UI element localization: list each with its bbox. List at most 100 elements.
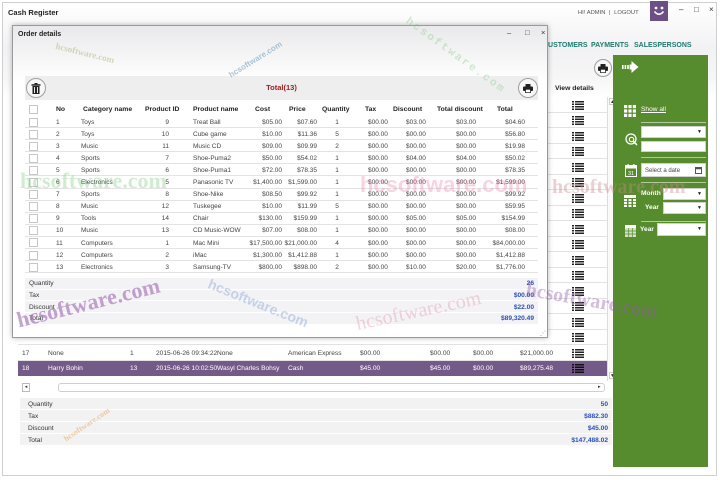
total-discount: $00.00: [456, 191, 476, 199]
col-total-discount[interactable]: Total discount: [437, 105, 483, 113]
nav-customers[interactable]: CUSTOMERS: [543, 42, 588, 49]
window-close-button[interactable]: ×: [709, 5, 714, 14]
row-checkbox[interactable]: [29, 141, 38, 151]
order-line-row[interactable]: 7 Sports 8 Shoe-Nike $08.50 $99.92 1 $00…: [25, 189, 538, 201]
col-product-id[interactable]: Product ID: [145, 105, 180, 113]
list-icon[interactable]: [572, 147, 584, 158]
order-line-row[interactable]: 12 Computers 2 iMac $1,300.00 $1,412.88 …: [25, 249, 538, 262]
quantity: 1: [335, 179, 339, 187]
col-total[interactable]: Total: [497, 105, 513, 113]
order-line-row[interactable]: 8 Music 12 Tuskegee $10.00 $11.99 5 $00.…: [25, 201, 538, 213]
logout-link[interactable]: LOGOUT: [614, 10, 639, 16]
order-line-row[interactable]: 10 Music 13 CD Music-WOW $07.00 $08.00 1…: [25, 225, 538, 237]
list-icon[interactable]: [572, 364, 584, 375]
col-category[interactable]: Category name: [83, 105, 133, 113]
order-line-row[interactable]: 2 Toys 10 Cube game $10.00 $11.36 5 $00.…: [25, 128, 538, 141]
select-all-checkbox[interactable]: [29, 104, 38, 114]
list-icon[interactable]: [572, 209, 584, 220]
row-checkbox[interactable]: [29, 202, 38, 212]
row-checkbox[interactable]: [29, 153, 38, 163]
row-checkbox[interactable]: [29, 165, 38, 175]
order-line-row[interactable]: 1 Toys 9 Treat Ball $05.00 $07.60 1 $00.…: [25, 116, 538, 129]
list-icon[interactable]: [572, 302, 584, 313]
col-quantity[interactable]: Quantity: [322, 105, 350, 113]
line-total: $1,599.00: [496, 179, 525, 187]
row-checkbox[interactable]: [29, 214, 38, 224]
list-icon[interactable]: [572, 162, 584, 174]
year-select-2[interactable]: ▼: [657, 223, 706, 236]
arrow-right-icon[interactable]: [622, 60, 639, 78]
delete-button[interactable]: [26, 78, 46, 98]
order-line-row[interactable]: 13 Electronics 3 Samsung-TV $800.00 $898…: [25, 261, 538, 274]
filter-field-select[interactable]: ▼: [641, 126, 706, 138]
scroll-right-button[interactable]: ▸: [598, 384, 601, 390]
list-icon[interactable]: [572, 240, 584, 251]
summary-label: Total: [28, 436, 42, 444]
dialog-minimize-button[interactable]: –: [507, 28, 512, 37]
product-id: 2: [165, 251, 169, 259]
list-icon[interactable]: [572, 286, 584, 298]
list-icon[interactable]: [572, 116, 584, 127]
list-icon[interactable]: [572, 178, 584, 189]
row-checkbox[interactable]: [29, 238, 38, 248]
order-line-row[interactable]: 4 Sports 7 Shoe-Puma2 $50.00 $54.02 1 $0…: [25, 152, 538, 165]
row-checkbox[interactable]: [29, 117, 38, 127]
line-total: $154.99: [501, 215, 526, 223]
col-no[interactable]: No: [56, 105, 66, 113]
list-icon[interactable]: [572, 317, 584, 329]
order-line-row[interactable]: 9 Tools 14 Chair $130.00 $159.99 1 $00.0…: [25, 213, 538, 225]
print-button[interactable]: [594, 59, 612, 77]
filter-text-input[interactable]: [641, 141, 706, 152]
line-total: $59.95: [505, 203, 525, 211]
horizontal-scrollbar[interactable]: ◂ ▸: [18, 383, 607, 393]
nav-payments[interactable]: PAYMENTS: [591, 42, 629, 49]
date-picker-input[interactable]: Select a date: [641, 163, 706, 177]
dialog-maximize-button[interactable]: □: [525, 28, 530, 37]
order-line-row[interactable]: 5 Sports 6 Shoe-Puma1 $72.00 $78.35 1 $0…: [25, 164, 538, 177]
list-icon[interactable]: [572, 224, 584, 236]
col-discount[interactable]: Discount: [393, 105, 423, 113]
table-row[interactable]: 17 None 1 2015-06-26 09:34:22 None Ameri…: [18, 345, 607, 361]
scroll-left-button[interactable]: ◂: [22, 383, 30, 392]
line-no: 7: [56, 191, 60, 199]
dialog-close-button[interactable]: ×: [541, 28, 546, 37]
month-select[interactable]: ▼: [663, 188, 706, 200]
row-checkbox[interactable]: [29, 177, 38, 187]
divider: [641, 221, 706, 222]
list-icon[interactable]: [572, 348, 584, 360]
discount: $04.00: [406, 154, 426, 162]
order-line-row[interactable]: 11 Computers 1 Mac Mini $17,500.00 $21,0…: [25, 237, 538, 250]
list-icon[interactable]: [572, 333, 584, 344]
row-checkbox[interactable]: [29, 129, 38, 139]
payment-method: Cash: [288, 365, 304, 372]
list-icon[interactable]: [572, 193, 584, 205]
col-product-name[interactable]: Product name: [193, 105, 239, 113]
table-row-selected[interactable]: 18 Harry Bohin 13 2015-06-26 10:02:50 Wa…: [18, 360, 607, 376]
summary-label: Discount: [29, 303, 55, 311]
resize-grip-icon[interactable]: ⋰: [540, 331, 546, 337]
row-checkbox[interactable]: [29, 226, 38, 236]
row-checkbox[interactable]: [29, 190, 38, 200]
calendar-icon[interactable]: [695, 167, 702, 176]
window-minimize-button[interactable]: –: [679, 5, 684, 14]
list-icon[interactable]: [572, 271, 584, 282]
line-no: 10: [56, 227, 64, 235]
scroll-track[interactable]: [58, 383, 605, 392]
list-icon[interactable]: [572, 100, 584, 112]
window-maximize-button[interactable]: □: [694, 5, 699, 14]
nav-salespersons[interactable]: SALESPERSONS: [634, 42, 692, 49]
year-select[interactable]: ▼: [663, 202, 706, 214]
row-checkbox[interactable]: [29, 250, 38, 260]
list-icon[interactable]: [572, 131, 584, 143]
row-checkbox[interactable]: [29, 262, 38, 272]
line-total: $04.60: [505, 118, 525, 126]
show-all-link[interactable]: Show all: [641, 106, 666, 113]
order-line-row[interactable]: 6 Electronics 5 Panasonic TV $1,400.00 $…: [25, 176, 538, 189]
dialog-print-button[interactable]: [518, 78, 538, 98]
col-tax[interactable]: Tax: [365, 105, 377, 113]
order-line-row[interactable]: 3 Music 11 Music CD $09.00 $09.99 2 $00.…: [25, 140, 538, 153]
list-icon[interactable]: [572, 255, 584, 267]
col-price[interactable]: Price: [289, 105, 306, 113]
col-cost[interactable]: Cost: [255, 105, 271, 113]
discount: $00.00: [406, 239, 426, 247]
